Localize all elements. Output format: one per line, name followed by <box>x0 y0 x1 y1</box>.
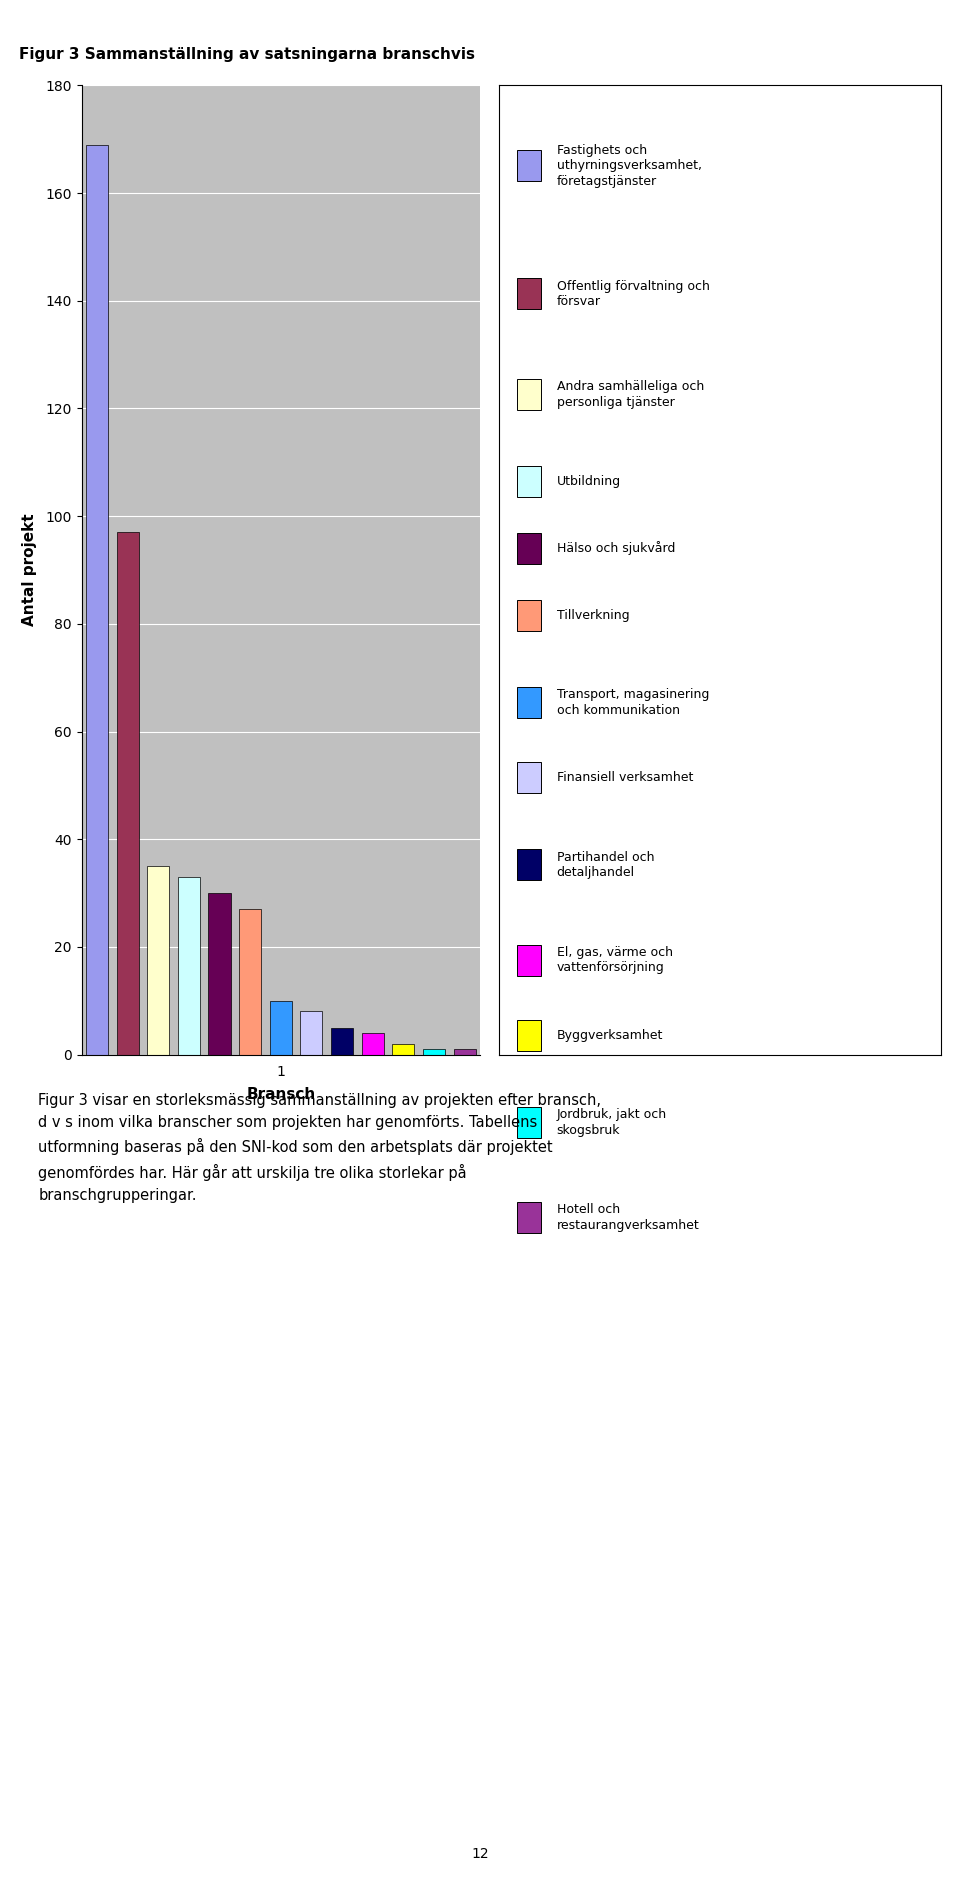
X-axis label: Bransch: Bransch <box>246 1087 316 1102</box>
FancyBboxPatch shape <box>516 688 541 718</box>
Text: Utbildning: Utbildning <box>557 475 621 488</box>
Text: Hälso och sjukvård: Hälso och sjukvård <box>557 542 675 555</box>
Bar <box>454 1049 476 1055</box>
FancyBboxPatch shape <box>516 944 541 975</box>
Text: Figur 3 Sammanställning av satsningarna branschvis: Figur 3 Sammanställning av satsningarna … <box>19 48 475 63</box>
Bar <box>362 1034 384 1055</box>
FancyBboxPatch shape <box>516 1108 541 1138</box>
Bar <box>331 1028 353 1054</box>
Bar <box>208 893 230 1055</box>
FancyBboxPatch shape <box>516 762 541 792</box>
FancyBboxPatch shape <box>516 277 541 310</box>
Text: Andra samhälleliga och
personliga tjänster: Andra samhälleliga och personliga tjänst… <box>557 380 704 408</box>
FancyBboxPatch shape <box>516 534 541 564</box>
FancyBboxPatch shape <box>516 1020 541 1051</box>
Text: Partihandel och
detaljhandel: Partihandel och detaljhandel <box>557 851 654 880</box>
Bar <box>147 866 169 1054</box>
Text: Transport, magasinering
och kommunikation: Transport, magasinering och kommunikatio… <box>557 688 709 716</box>
Bar <box>300 1011 323 1054</box>
Bar <box>423 1049 445 1055</box>
Bar <box>239 910 261 1054</box>
Text: Finansiell verksamhet: Finansiell verksamhet <box>557 771 693 785</box>
Text: Offentlig förvaltning och
försvar: Offentlig förvaltning och försvar <box>557 279 709 308</box>
Text: Hotell och
restaurangverksamhet: Hotell och restaurangverksamhet <box>557 1203 699 1231</box>
FancyBboxPatch shape <box>516 849 541 880</box>
Text: Byggverksamhet: Byggverksamhet <box>557 1028 663 1041</box>
Text: Figur 3 visar en storleksmässig sammanställning av projekten efter bransch,
d v : Figur 3 visar en storleksmässig sammanst… <box>38 1092 601 1203</box>
Bar <box>178 876 200 1055</box>
Bar <box>85 144 108 1054</box>
Text: Tillverkning: Tillverkning <box>557 608 629 621</box>
Text: Jordbruk, jakt och
skogsbruk: Jordbruk, jakt och skogsbruk <box>557 1108 667 1136</box>
Bar <box>393 1043 415 1055</box>
Bar <box>116 532 138 1054</box>
FancyBboxPatch shape <box>516 600 541 631</box>
Text: El, gas, värme och
vattenförsörjning: El, gas, värme och vattenförsörjning <box>557 946 673 975</box>
FancyBboxPatch shape <box>516 1203 541 1233</box>
Text: Fastighets och
uthyrningsverksamhet,
företagstjänster: Fastighets och uthyrningsverksamhet, för… <box>557 144 702 188</box>
FancyBboxPatch shape <box>516 378 541 410</box>
Bar <box>270 1001 292 1054</box>
FancyBboxPatch shape <box>516 466 541 498</box>
FancyBboxPatch shape <box>516 150 541 180</box>
Y-axis label: Antal projekt: Antal projekt <box>22 513 37 627</box>
Text: 12: 12 <box>471 1847 489 1862</box>
